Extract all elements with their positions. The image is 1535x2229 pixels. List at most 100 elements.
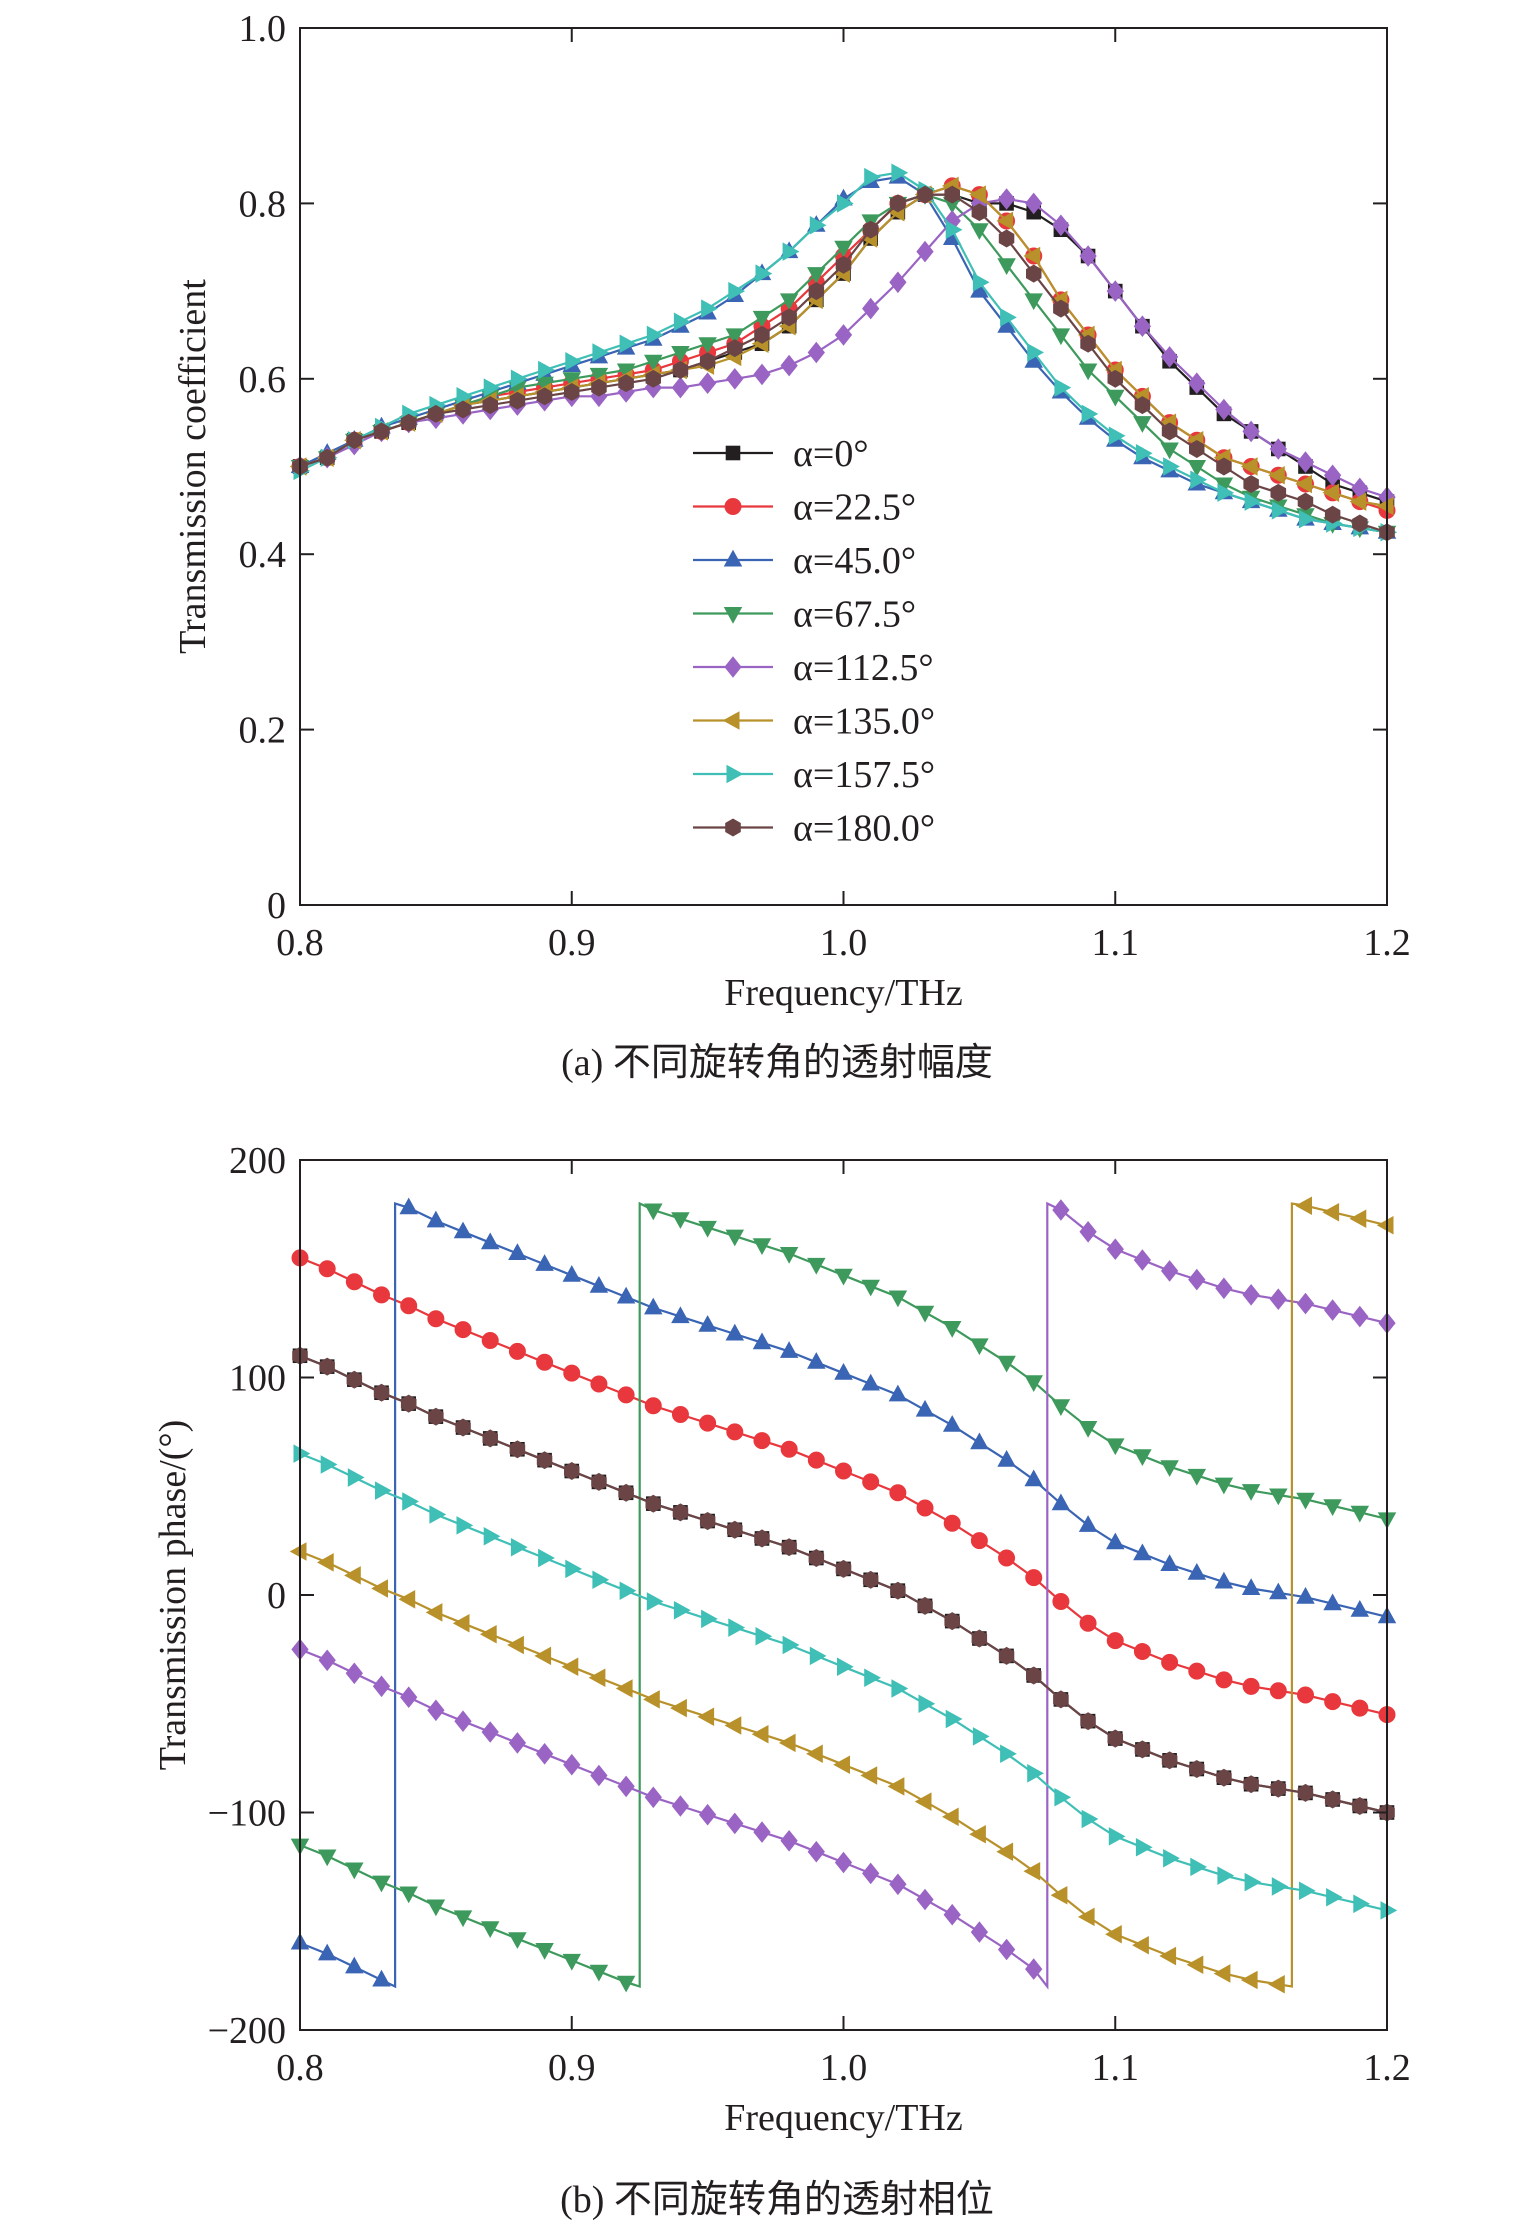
data-point <box>997 258 1016 276</box>
series-4 <box>290 1201 1397 1993</box>
data-point <box>778 1733 796 1753</box>
data-point <box>643 1690 660 1709</box>
series-3 <box>290 1197 1397 1989</box>
data-point <box>1078 1515 1098 1532</box>
data-point <box>1161 1751 1178 1770</box>
panel-b-transmission-phase-chart: 0.8 0.9 1.0 1.1 1.2 −200 −100 0 100 200 Frequency/… <box>152 1140 1411 2139</box>
legend: α=0° α=22.5° α=45.0° α=67.5° α=112.5° α=135.0… <box>693 433 935 850</box>
data-point <box>1189 440 1205 458</box>
data-point <box>1000 1744 1017 1764</box>
data-point <box>1269 438 1287 460</box>
data-point <box>754 325 770 344</box>
data-point <box>1108 426 1126 446</box>
data-point <box>728 1618 746 1637</box>
data-point <box>535 1742 554 1765</box>
data-point <box>945 1709 963 1729</box>
data-point <box>997 1938 1016 1961</box>
data-point <box>372 1875 391 1893</box>
data-point <box>834 1268 853 1286</box>
data-point <box>644 1786 662 1809</box>
data-point <box>345 1273 363 1291</box>
data-point <box>698 1803 717 1826</box>
data-point <box>834 1362 853 1380</box>
data-point <box>809 216 827 235</box>
data-point <box>398 1590 416 1609</box>
data-point <box>1163 457 1180 476</box>
data-point <box>1215 1671 1233 1689</box>
data-point <box>1025 1569 1043 1587</box>
data-point <box>998 229 1015 248</box>
caption-a: (a) 不同旋转角的透射幅度 <box>561 1042 993 1084</box>
data-point <box>508 1732 527 1754</box>
data-point <box>834 324 853 346</box>
data-point <box>726 1812 744 1835</box>
data-point <box>454 1321 472 1339</box>
data-point <box>1107 1729 1123 1748</box>
data-point <box>1214 1571 1234 1589</box>
legend-label: α=135.0° <box>793 701 935 743</box>
x-tick-label: 1.1 <box>1092 922 1140 964</box>
data-point <box>941 1807 959 1827</box>
y-tick-label: −100 <box>208 1793 286 1835</box>
data-point <box>453 1910 473 1928</box>
data-point <box>456 1516 474 1535</box>
data-point <box>969 1824 986 1844</box>
data-point <box>536 1353 554 1371</box>
data-point <box>971 203 988 222</box>
data-point <box>779 1341 799 1358</box>
data-point <box>1240 457 1258 476</box>
legend-entry-3: α=45.0° <box>693 540 916 582</box>
x-axis-label: Frequency/THz <box>724 972 962 1014</box>
data-point <box>592 343 610 362</box>
data-point <box>1213 1964 1231 1983</box>
data-point <box>482 1429 498 1448</box>
data-point <box>535 1254 554 1271</box>
data-point <box>916 1888 934 1911</box>
data-point <box>779 1247 799 1264</box>
data-point <box>807 1840 825 1863</box>
data-point <box>289 1542 307 1561</box>
data-point <box>1188 1662 1206 1680</box>
data-point <box>780 354 798 377</box>
data-point <box>618 1483 634 1502</box>
data-point <box>728 281 746 301</box>
legend-entry-5: α=112.5° <box>693 647 934 689</box>
data-point <box>373 1286 391 1304</box>
data-point <box>400 1686 418 1709</box>
legend-entry-2: α=22.5° <box>693 487 916 529</box>
data-point <box>1376 496 1394 516</box>
data-point <box>509 391 526 410</box>
data-point <box>808 282 825 301</box>
data-point <box>1159 1946 1177 1966</box>
data-point <box>917 1596 933 1615</box>
data-point <box>535 1943 554 1960</box>
data-point <box>971 1629 988 1648</box>
data-point <box>455 400 471 419</box>
data-point <box>1299 1881 1316 1901</box>
data-point <box>1160 346 1179 368</box>
data-point <box>345 1956 364 1974</box>
legend-entry-7: α=157.5° <box>693 754 935 796</box>
series-7 <box>293 1444 1398 1920</box>
data-point <box>1108 1827 1126 1846</box>
data-point <box>318 1260 336 1278</box>
data-point <box>752 1332 772 1350</box>
data-point <box>1077 1907 1095 1927</box>
data-point <box>1051 1399 1071 1417</box>
data-point <box>317 1849 337 1867</box>
data-point <box>510 1537 528 1557</box>
data-point <box>480 1232 500 1250</box>
y-tick-label: 0 <box>267 1575 286 1617</box>
data-point <box>673 1600 691 1620</box>
data-point <box>646 1592 664 1611</box>
data-point <box>837 1657 854 1677</box>
data-point <box>1160 1460 1179 1477</box>
data-point <box>1269 1288 1287 1311</box>
data-point <box>644 1203 663 1221</box>
data-point <box>944 1612 960 1631</box>
data-point <box>862 1862 880 1885</box>
y-tick-label: 0.6 <box>239 359 287 401</box>
series-8 <box>292 185 1395 542</box>
data-point <box>399 1886 418 1904</box>
data-point <box>509 1440 526 1459</box>
